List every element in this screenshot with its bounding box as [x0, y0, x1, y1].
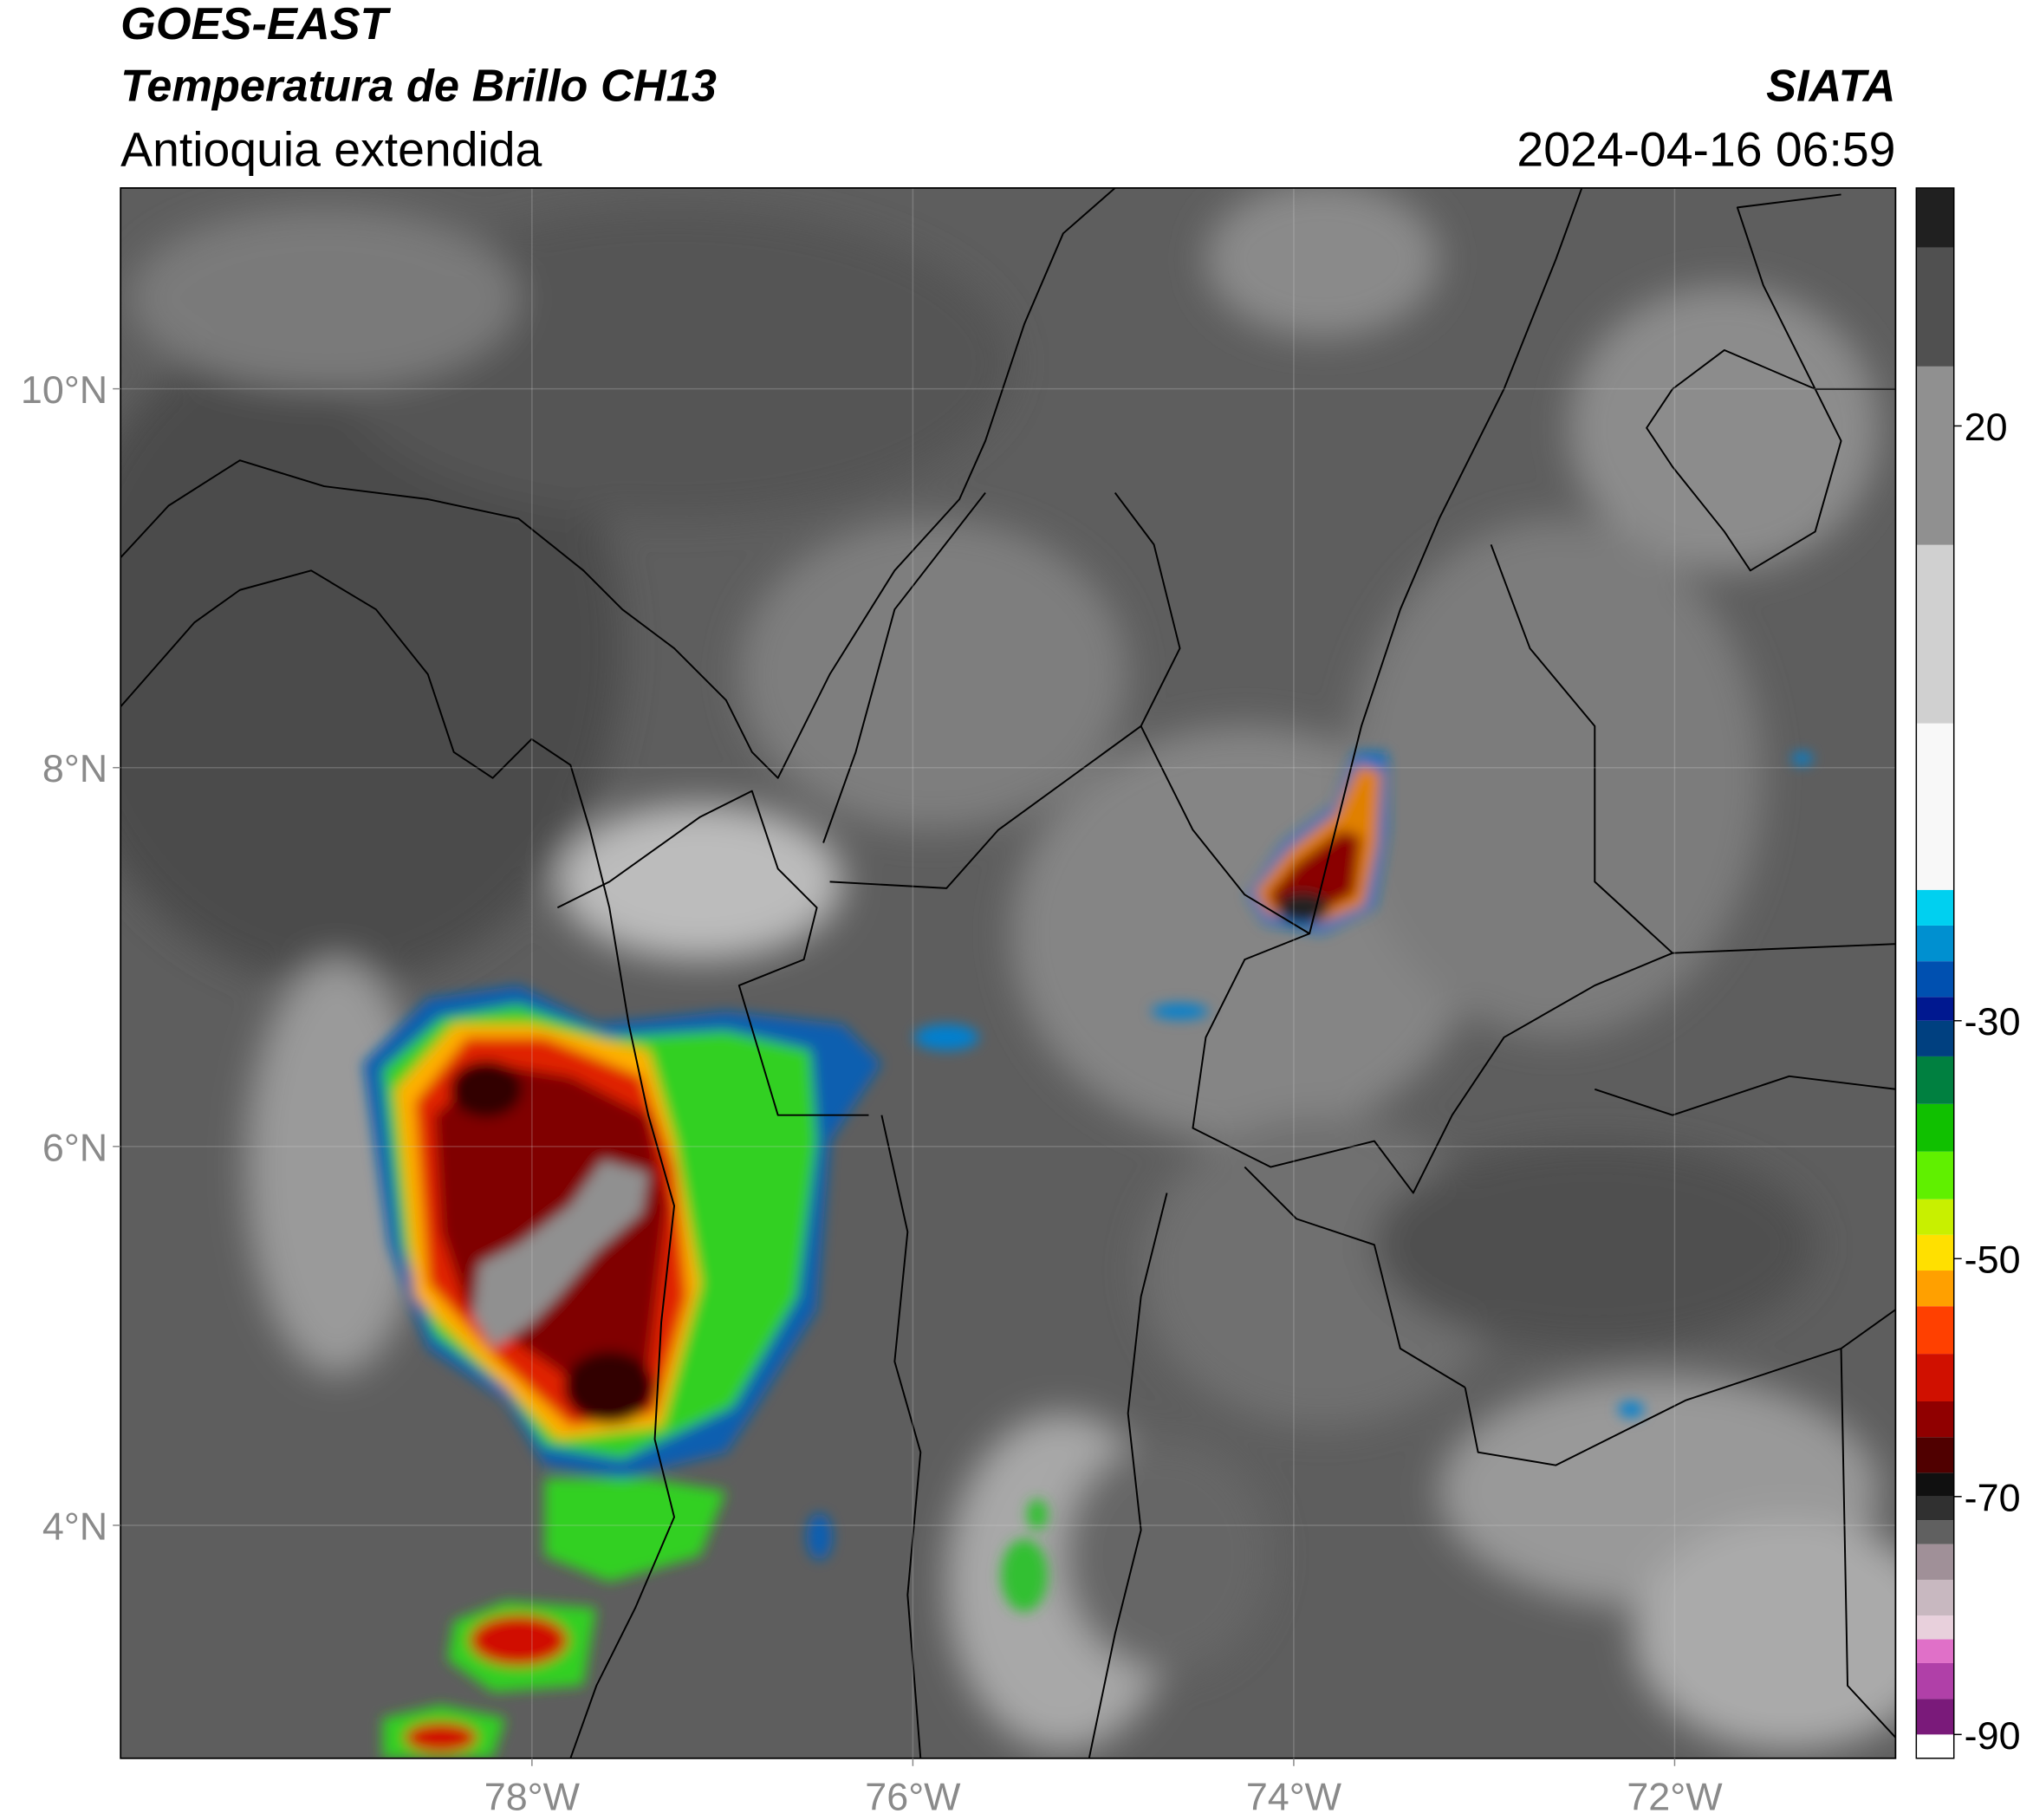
colorbar-segment — [1916, 1271, 1954, 1307]
colorbar-tick-label: 20 — [1965, 405, 2008, 449]
colorbar-segment — [1916, 1056, 1954, 1104]
colorbar-segment — [1916, 544, 1954, 724]
colorbar-segment — [1916, 366, 1954, 545]
datetime: 2024-04-16 06:59 — [1517, 123, 1895, 177]
colorbar-segment — [1916, 889, 1954, 926]
map-frame — [120, 187, 1897, 1759]
colorbar-segment — [1916, 997, 1954, 1021]
title-line2: Temperatura de Brillo CH13 — [120, 62, 717, 112]
colorbar-frame — [1915, 187, 1955, 1759]
colorbar-segment — [1916, 925, 1954, 962]
lon-tick-label: 72°W — [1627, 1775, 1723, 1819]
colorbar-segment — [1916, 1103, 1954, 1152]
title-line1: GOES-EAST — [120, 0, 391, 49]
graticule — [120, 187, 1896, 1758]
colorbar-segment — [1916, 187, 1954, 248]
colorbar-segment — [1916, 1020, 1954, 1056]
colorbar-segment — [1916, 1544, 1954, 1580]
colorbar-segment — [1916, 1734, 1954, 1758]
colorbar-segment — [1916, 723, 1954, 890]
colorbar-tick-label: -70 — [1965, 1475, 2021, 1519]
colorbar-segment — [1916, 1306, 1954, 1355]
lat-tick-label: 6°N — [42, 1125, 107, 1169]
colorbar-segment — [1916, 961, 1954, 998]
colorbar-segment — [1916, 1472, 1954, 1497]
colorbar-segment — [1916, 1199, 1954, 1235]
convective-cells — [362, 751, 1813, 1758]
colorbar-segment — [1916, 1579, 1954, 1616]
lon-tick-label: 76°W — [865, 1775, 961, 1819]
map-imagery — [120, 187, 1896, 1758]
borders — [120, 187, 1896, 1758]
colorbar — [1916, 187, 1954, 1758]
subtitle: Antioquia extendida — [120, 123, 542, 177]
colorbar-segment — [1916, 1615, 1954, 1640]
colorbar-segment — [1916, 1234, 1954, 1271]
colorbar-segment — [1916, 1496, 1954, 1521]
colorbar-tick-label: -30 — [1965, 999, 2021, 1043]
source: SIATA — [1766, 62, 1895, 112]
colorbar-tick-label: -90 — [1965, 1713, 2021, 1758]
colorbar-tick-label: -50 — [1965, 1238, 2021, 1282]
colorbar-segment — [1916, 1699, 1954, 1735]
colorbar-segment — [1916, 1639, 1954, 1663]
colorbar-segment — [1916, 1662, 1954, 1700]
colorbar-segment — [1916, 1520, 1954, 1544]
lat-tick-label: 8°N — [42, 746, 107, 790]
lat-tick-label: 4°N — [42, 1504, 107, 1548]
colorbar-segment — [1916, 1437, 1954, 1473]
colorbar-segment — [1916, 1151, 1954, 1199]
lon-tick-label: 78°W — [484, 1775, 581, 1819]
colorbar-segment — [1916, 247, 1954, 367]
colorbar-segment — [1916, 1401, 1954, 1438]
colorbar-segment — [1916, 1354, 1954, 1402]
lat-tick-label: 10°N — [21, 367, 107, 412]
lon-tick-label: 74°W — [1246, 1775, 1342, 1819]
